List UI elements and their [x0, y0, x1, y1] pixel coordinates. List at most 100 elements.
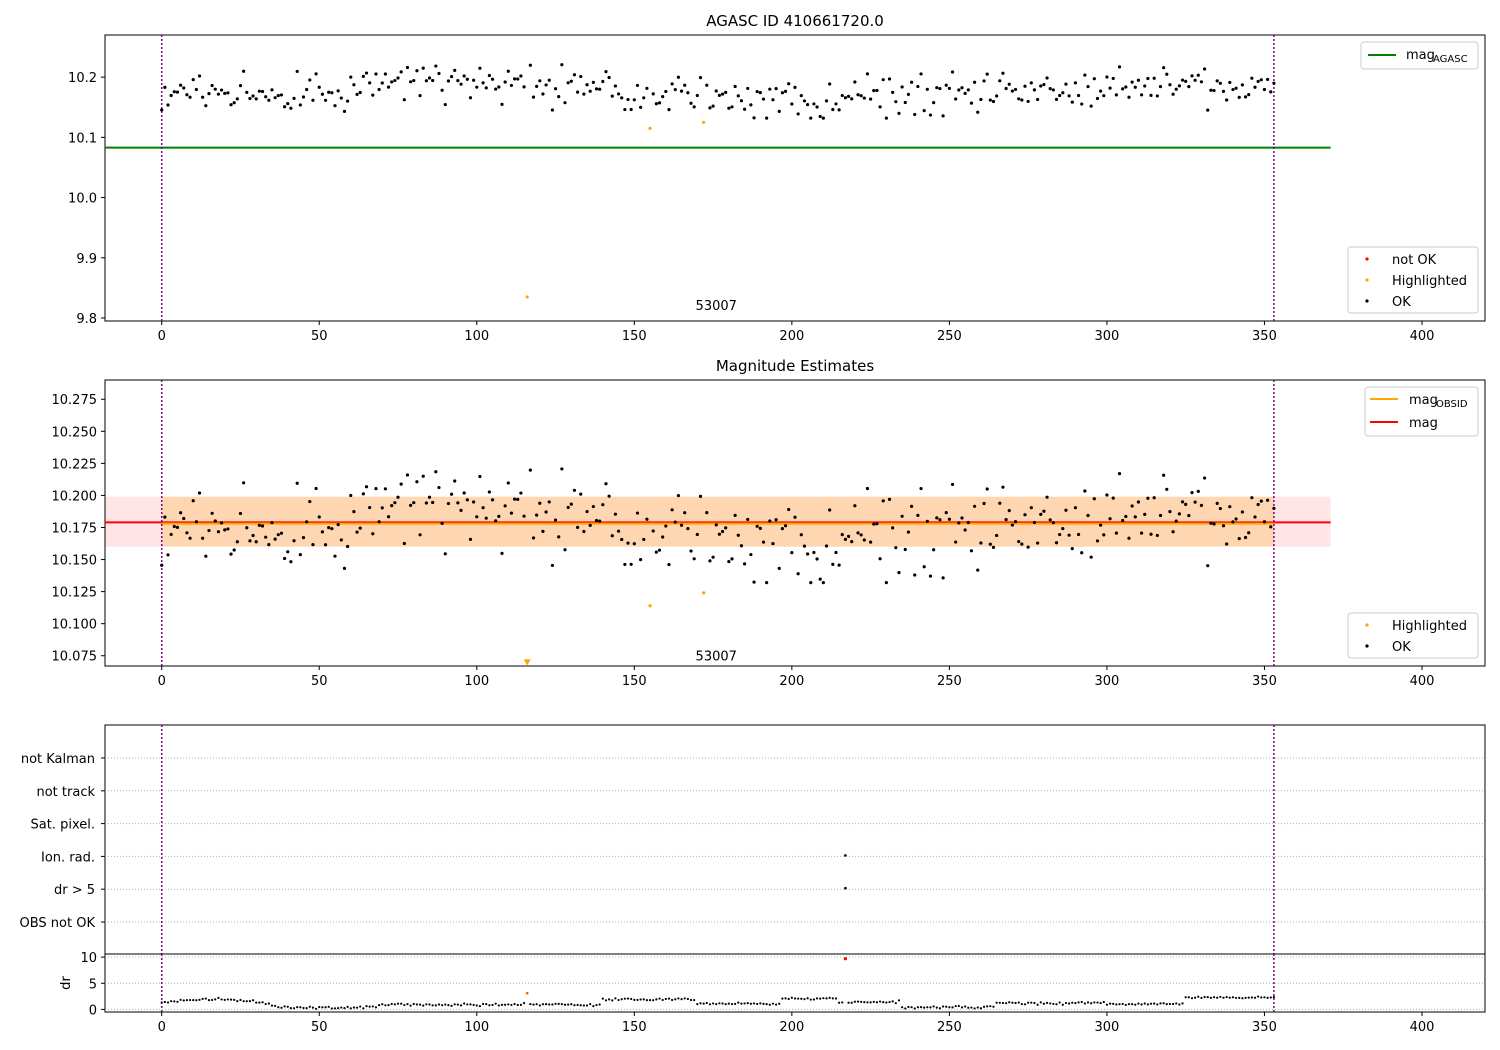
ok-point [576, 90, 580, 94]
ok-point [569, 502, 573, 506]
ok-point [689, 549, 693, 553]
estimates-y-tick-label: 10.175 [52, 521, 98, 536]
dr-point [841, 1001, 844, 1004]
ok-point [314, 72, 318, 76]
ok-point [512, 497, 517, 501]
dr-point [1055, 1003, 1058, 1006]
ok-point [405, 473, 410, 477]
ok-point [522, 85, 526, 89]
ok-point [938, 86, 942, 91]
magnitude-estimates-panel: Magnitude Estimates 0 50 100 150 200 250 300 350… [52, 357, 1486, 689]
ok-point [257, 523, 261, 527]
ok-point [960, 516, 964, 520]
dr-point [847, 1001, 850, 1004]
dr-point [409, 1004, 412, 1007]
dr-point [1247, 996, 1250, 999]
ok-point [727, 559, 731, 564]
dr-point [866, 1001, 869, 1004]
ok-point [1111, 496, 1115, 500]
dr-point [211, 998, 214, 1002]
ok-point [623, 107, 627, 112]
ok-point [670, 508, 674, 512]
dr-point [453, 1003, 456, 1006]
agasc-y-tick-label: 9.9 [76, 252, 97, 267]
estimates-x-tick-label: 150 [622, 674, 647, 689]
ok-point [295, 69, 299, 74]
ok-point [802, 544, 807, 548]
ok-point [572, 488, 577, 492]
ok-point [972, 80, 977, 84]
ok-point [758, 526, 762, 530]
dr-point [1206, 996, 1209, 999]
flag-point [844, 886, 847, 890]
ok-point [717, 532, 721, 536]
ok-point [1165, 72, 1169, 76]
ok-point [1218, 81, 1222, 85]
dr-point [913, 1007, 916, 1010]
ok-point [566, 505, 570, 510]
ok-point [330, 527, 334, 531]
dr-point [400, 1002, 403, 1005]
dr-point [1269, 996, 1272, 999]
ok-point [724, 90, 728, 94]
dr-y-tick-label: 5 [89, 977, 97, 992]
ok-point [947, 517, 951, 521]
ok-point [881, 78, 885, 82]
dr-point [608, 998, 611, 1001]
ok-point [1089, 104, 1093, 108]
ok-point [251, 533, 255, 538]
dr-point [1011, 1001, 1014, 1004]
dr-point [463, 1002, 466, 1005]
ok-point [1231, 520, 1235, 524]
dr-point [878, 1000, 882, 1003]
ok-point [494, 87, 498, 91]
flag-category-label: not track [36, 785, 95, 800]
dr-point [715, 1002, 718, 1006]
ok-point [264, 95, 268, 99]
dr-point [1231, 996, 1235, 999]
ok-point [667, 108, 671, 112]
point-legend: not OK Highlighted OK [1347, 246, 1479, 314]
dr-point [1175, 1002, 1178, 1005]
ok-point [509, 83, 514, 88]
legend-point-label: not OK [1392, 253, 1437, 268]
dr-point [815, 997, 819, 1000]
ok-point [472, 500, 476, 504]
ok-point [358, 526, 362, 530]
ok-point [806, 552, 810, 556]
ok-point [1215, 79, 1219, 83]
ok-point [1256, 79, 1260, 84]
ok-point [282, 556, 287, 561]
ok-point [588, 89, 592, 93]
ok-point [828, 82, 832, 86]
dr-point [1023, 1003, 1027, 1006]
dr-point [935, 1006, 938, 1009]
dr-point [652, 999, 655, 1002]
ok-point [207, 528, 211, 533]
dr-point [907, 1005, 910, 1009]
ok-point [774, 86, 778, 91]
ok-point [553, 87, 558, 91]
dr-point [311, 1006, 315, 1009]
ok-point [475, 515, 479, 519]
ok-point [1042, 82, 1046, 87]
ok-point [1168, 510, 1172, 514]
dr-point [207, 999, 211, 1002]
ok-point [361, 74, 365, 78]
ok-point [1152, 76, 1156, 80]
dr-point [1181, 1002, 1184, 1005]
ok-point [242, 69, 246, 73]
ok-point [985, 487, 989, 491]
ok-point [339, 96, 343, 100]
ok-point [799, 93, 803, 98]
ok-point [368, 506, 372, 510]
ok-point [856, 93, 860, 97]
ok-point [497, 514, 501, 518]
point-legend-box [1347, 246, 1479, 314]
ok-point [1001, 485, 1005, 489]
dr-point [352, 1006, 356, 1009]
dr-point [321, 1006, 324, 1009]
ok-point [1139, 531, 1144, 535]
dr-point [337, 1007, 340, 1010]
dr-point [491, 1003, 494, 1007]
